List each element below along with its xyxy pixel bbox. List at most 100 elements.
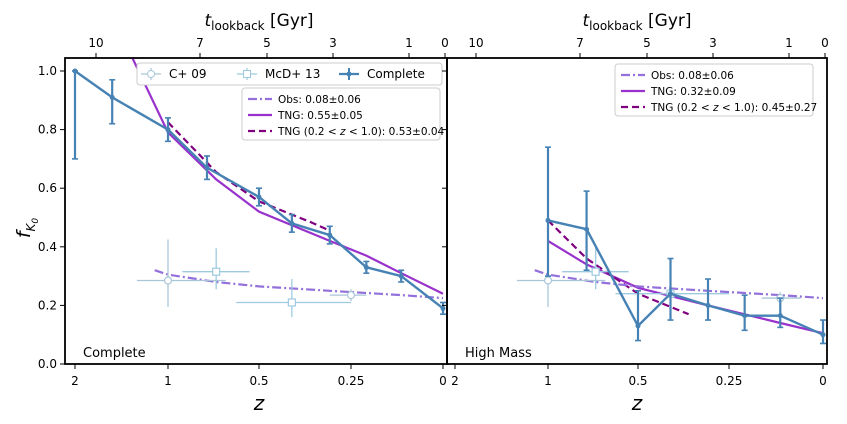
legend-line-label: TNG: 0.55±0.05 [277, 110, 363, 122]
x-tick-label: 0.25 [716, 374, 743, 388]
mcd13-marker [212, 267, 221, 276]
top-tick-label: 10 [468, 36, 483, 50]
top-tick-label: 0 [441, 36, 449, 50]
legend-line-label-prefix: TNG (0.2 < [650, 102, 713, 114]
legend-line-label: TNG (0.2 < z < 1.0): 0.45±0.27 [650, 102, 817, 114]
top-axis-label-sub: lookback [211, 19, 265, 33]
panel-label: High Mass [465, 346, 532, 361]
top-tick-label: 0 [821, 36, 829, 50]
main-series-point [584, 226, 590, 232]
main-series-point [109, 94, 115, 100]
plot-area [72, 58, 446, 318]
legend-line-label-prefix: TNG (0.2 < [277, 126, 340, 138]
main-series-point [72, 68, 78, 74]
tng-restricted-line [547, 219, 690, 316]
x-axis-label-left: z [253, 391, 265, 415]
x-tick-label: 2 [451, 374, 459, 388]
panel-complete: 2 1 0.5 0.25 010 7 5 3 1 00.00.20.40.60.81.0Compl… [38, 36, 449, 388]
main-series-point [327, 232, 333, 238]
tng-line [131, 58, 444, 295]
main-series-point [256, 194, 262, 200]
main-series-point [777, 313, 783, 319]
legend-line-label-suffix: < 1.0): 0.45±0.27 [719, 102, 818, 114]
main-series-line [547, 219, 824, 336]
legend-marker-square [243, 70, 251, 78]
legend-markers-box [136, 62, 443, 86]
legend-marker-label: Complete [367, 67, 425, 81]
top-tick-label: 7 [576, 36, 584, 50]
x-tick-label: 0 [439, 374, 447, 388]
main-series-point [705, 302, 711, 308]
y-axis-label: fK0 [13, 218, 41, 239]
main-series-point [820, 332, 826, 338]
tng-line [547, 239, 824, 335]
top-tick-label: 5 [643, 36, 651, 50]
legend-line-label: Obs: 0.08±0.06 [651, 70, 734, 82]
main-series-point [363, 264, 369, 270]
main-series-line [74, 70, 444, 310]
y-tick-label: 0.4 [38, 240, 57, 254]
x-tick-label: 0.5 [628, 374, 647, 388]
legend-marker-star [147, 70, 155, 78]
x-tick-label: 0.5 [249, 374, 268, 388]
x-tick-label: 2 [71, 374, 79, 388]
top-axis-label-main: t [204, 11, 212, 31]
main-series-point [742, 313, 748, 319]
y-tick-label: 0.2 [38, 298, 57, 312]
obs-fit-line [154, 269, 444, 300]
legend-lines-box [241, 87, 441, 141]
legend-line-label-suffix: < 1.0): 0.53±0.04 [346, 126, 445, 138]
top-axis-label-main: t [582, 11, 590, 31]
x-tick-label: 0.25 [338, 374, 365, 388]
panel-frame [446, 57, 828, 365]
mcd13-marker [591, 267, 600, 276]
legend-marker-label: McD+ 13 [265, 67, 320, 81]
main-series-point [668, 291, 673, 297]
main-series-point [398, 273, 404, 279]
y-tick-label: 0.6 [38, 181, 57, 195]
top-tick-label: 7 [196, 36, 204, 50]
y-tick-label: 1.0 [38, 64, 57, 78]
legend-line-label-var: z [339, 126, 346, 138]
top-axis-label-right: tlookback [Gyr] [582, 11, 691, 33]
top-axis-label-unit: [Gyr] [265, 11, 314, 31]
main-series-point [289, 220, 295, 226]
top-axis-label-sub: lookback [589, 19, 643, 33]
plot-area [517, 146, 826, 345]
x-tick-label: 1 [164, 374, 172, 388]
legend-line-label: TNG (0.2 < z < 1.0): 0.53±0.04 [277, 126, 445, 138]
y-tick-label: 0.0 [38, 357, 57, 371]
y-axis-label-sub: K [24, 222, 38, 231]
x-axis-label-right: z [631, 391, 643, 415]
x-tick-label: 0 [819, 374, 827, 388]
y-tick-label: 0.8 [38, 123, 57, 137]
obs-fit-line [534, 269, 824, 300]
legend-line-label: TNG: 0.32±0.09 [650, 86, 736, 98]
panel-label: Complete [83, 346, 146, 361]
c09-marker [346, 291, 356, 300]
main-series-point [165, 127, 171, 133]
top-axis-label-left: tlookback [Gyr] [204, 11, 313, 33]
y-axis-label-subsub: 0 [31, 218, 41, 224]
c09-marker [163, 276, 173, 285]
mcd13-marker [287, 298, 296, 307]
top-axis-label-unit: [Gyr] [643, 11, 692, 31]
legend-marker-point [346, 71, 352, 77]
legend-marker-label: C+ 09 [169, 67, 207, 81]
top-tick-label: 10 [88, 36, 103, 50]
main-series-point [635, 323, 641, 329]
top-tick-label: 1 [785, 36, 793, 50]
top-tick-label: 1 [405, 36, 413, 50]
main-series-point [204, 165, 210, 171]
legend-line-label: Obs: 0.08±0.06 [278, 94, 361, 106]
legend-line-label-var: z [712, 102, 719, 114]
main-series-point [440, 305, 446, 311]
top-tick-label: 5 [263, 36, 271, 50]
y-axis-label-main: f [13, 228, 35, 238]
top-tick-label: 3 [709, 36, 717, 50]
top-tick-label: 3 [329, 36, 337, 50]
main-series-point [545, 217, 551, 223]
legend-lines-box [614, 63, 814, 117]
